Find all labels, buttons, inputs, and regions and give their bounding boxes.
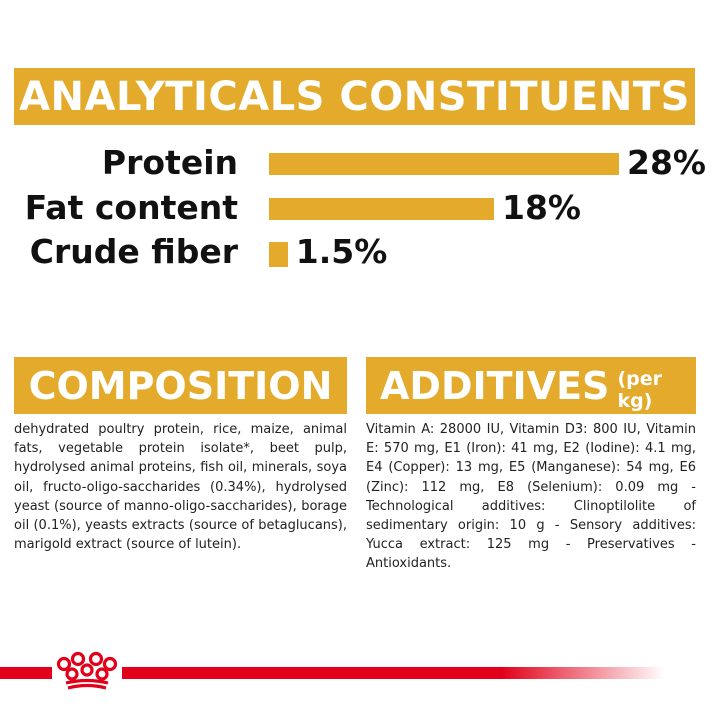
additives-title: ADDITIVES	[380, 363, 610, 408]
fiber-label: Crude fiber	[29, 232, 238, 271]
crown-icon	[52, 650, 122, 692]
protein-value: 28%	[627, 143, 706, 182]
protein-bar	[269, 153, 619, 175]
protein-label: Protein	[101, 143, 238, 182]
additives-text: Vitamin A: 28000 IU, Vitamin D3: 800 IU,…	[366, 422, 696, 572]
footer-red-line	[120, 667, 665, 679]
additives-header: ADDITIVES (per kg)	[366, 357, 696, 414]
fiber-bar	[269, 242, 288, 267]
fat-bar	[269, 198, 494, 220]
fat-value: 18%	[502, 188, 581, 227]
analytics-title: ANALYTICALS CONSTITUENTS	[14, 68, 695, 125]
composition-title: COMPOSITION	[14, 357, 347, 414]
additives-unit: (per kg)	[617, 367, 662, 412]
footer-red-line-left	[0, 667, 56, 679]
composition-text: dehydrated poultry protein, rice, maize,…	[14, 422, 347, 553]
fiber-value: 1.5%	[295, 232, 388, 271]
fat-label: Fat content	[24, 188, 238, 227]
